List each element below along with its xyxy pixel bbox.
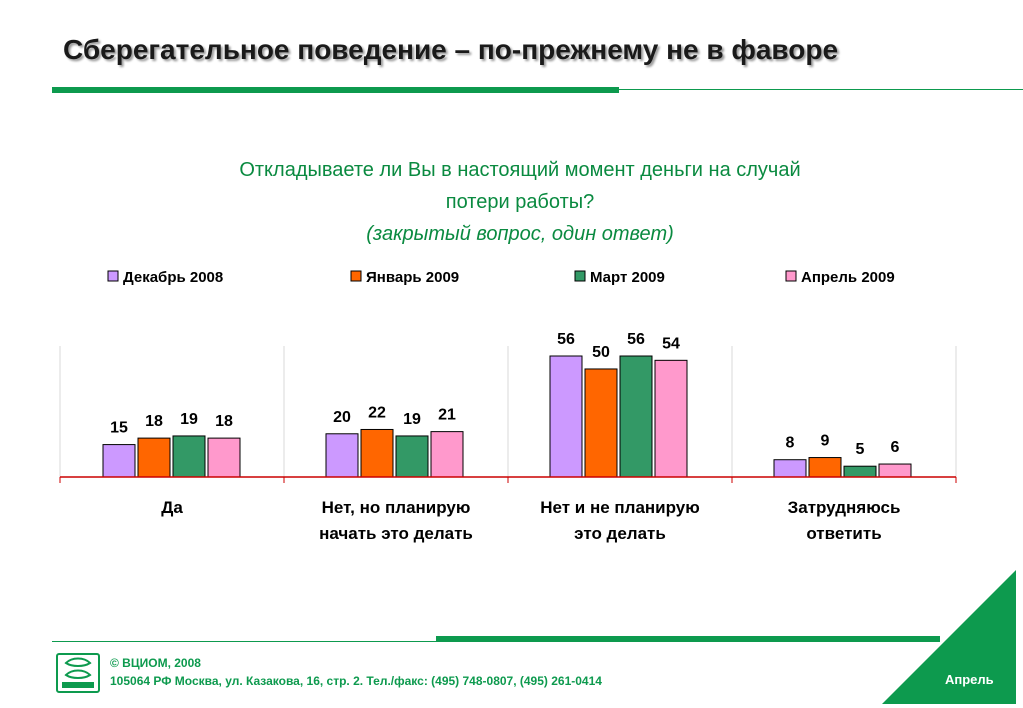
title-underline-line xyxy=(619,89,1023,90)
data-label: 8 xyxy=(786,435,795,452)
bar xyxy=(325,433,359,478)
category-label: Затрудняюсь xyxy=(788,498,901,517)
data-label: 5 xyxy=(856,441,865,458)
legend-label: Декабрь 2008 xyxy=(123,269,223,286)
bar xyxy=(395,435,429,478)
question-line-2: потери работы? xyxy=(445,191,595,213)
category-label: начать это делать xyxy=(319,524,473,543)
bar xyxy=(137,437,171,478)
bar xyxy=(207,437,241,478)
bar xyxy=(430,431,464,478)
corner-month-label: Апрель xyxy=(945,672,994,687)
category-label: Нет, но планирую xyxy=(322,498,471,517)
data-label: 18 xyxy=(215,413,233,430)
page-title: Сберегательное поведение – по-прежнему н… xyxy=(63,34,839,65)
logo-icon xyxy=(62,657,94,688)
data-label: 21 xyxy=(438,407,456,424)
data-label: 56 xyxy=(557,331,575,348)
bar-chart: Декабрь 2008 Январь 2009 Март 2009 Апрель 2… xyxy=(59,269,957,543)
data-label: 19 xyxy=(403,411,421,428)
data-label: 18 xyxy=(145,413,163,430)
question-line-1: Откладываете ли Вы в настоящий момент де… xyxy=(239,159,801,181)
bar xyxy=(360,428,394,478)
bar xyxy=(619,355,653,478)
legend-label: Апрель 2009 xyxy=(801,269,895,286)
data-label: 9 xyxy=(821,433,830,450)
data-label: 56 xyxy=(627,331,645,348)
legend-swatch xyxy=(785,270,797,282)
category-label: ответить xyxy=(806,524,881,543)
bar xyxy=(549,355,583,478)
bar xyxy=(654,359,688,478)
bar xyxy=(172,435,206,478)
question-note: (закрытый вопрос, один ответ) xyxy=(366,223,674,245)
legend-label: Март 2009 xyxy=(590,269,665,286)
data-label: 50 xyxy=(592,344,610,361)
legend-swatch xyxy=(574,270,586,282)
legend-swatch xyxy=(350,270,362,282)
data-label: 54 xyxy=(662,335,680,352)
footer-line xyxy=(52,641,436,642)
bar xyxy=(584,368,618,478)
category-label: Да xyxy=(161,498,183,517)
data-label: 15 xyxy=(110,420,128,437)
legend-label: Январь 2009 xyxy=(366,269,459,286)
category-label: Нет и не планирую xyxy=(540,498,700,517)
bar xyxy=(102,444,136,478)
data-label: 20 xyxy=(333,409,351,426)
legend-swatch xyxy=(107,270,119,282)
footer-copyright: © ВЦИОМ, 2008 xyxy=(110,656,201,670)
data-label: 19 xyxy=(180,411,198,428)
data-label: 6 xyxy=(891,439,900,456)
data-label: 22 xyxy=(368,404,386,421)
footer-bar xyxy=(436,636,940,642)
category-label: это делать xyxy=(574,524,666,543)
vciom-logo xyxy=(56,653,100,693)
footer-address: 105064 РФ Москва, ул. Казакова, 16, стр.… xyxy=(110,674,602,688)
title-underline-bar xyxy=(52,87,619,93)
